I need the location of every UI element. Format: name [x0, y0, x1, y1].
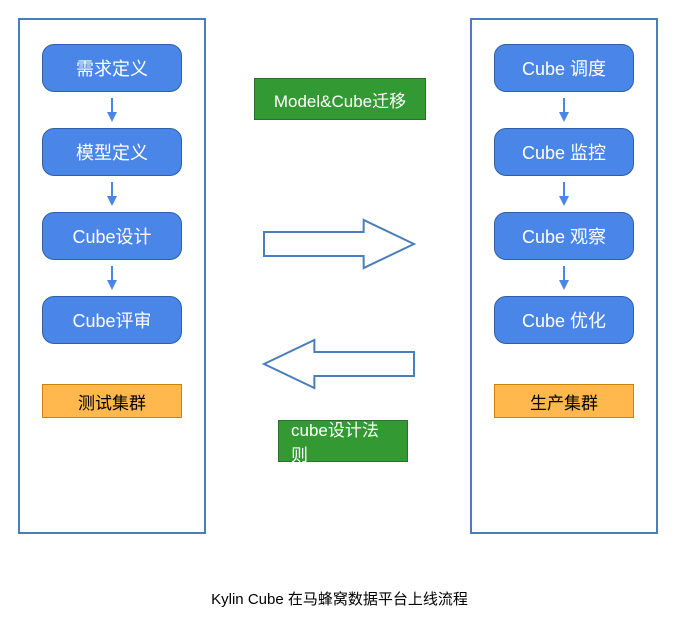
node-cube-schedule: Cube 调度 — [494, 44, 634, 92]
label-prod-cluster: 生产集群 — [494, 384, 634, 418]
down-arrow-icon — [558, 176, 570, 212]
node-cube-optimize: Cube 优化 — [494, 296, 634, 344]
down-arrow-icon — [558, 260, 570, 296]
caption-text: Kylin Cube 在马蜂窝数据平台上线流程 — [0, 588, 679, 609]
down-arrow-icon — [558, 92, 570, 128]
label-test-cluster: 测试集群 — [42, 384, 182, 418]
node-model-def: 模型定义 — [42, 128, 182, 176]
down-arrow-icon — [106, 92, 118, 128]
down-arrow-icon — [106, 176, 118, 212]
down-arrow-icon — [106, 260, 118, 296]
left-cluster-box: 需求定义 模型定义 Cube设计 Cube评审 测试集群 — [18, 18, 206, 534]
arrow-left-icon — [262, 338, 416, 395]
label-cube-design-rules: cube设计法则 — [278, 420, 408, 462]
label-model-cube-migrate: Model&Cube迁移 — [254, 78, 426, 120]
node-cube-observe: Cube 观察 — [494, 212, 634, 260]
arrow-right-icon — [262, 218, 416, 275]
right-cluster-box: Cube 调度 Cube 监控 Cube 观察 Cube 优化 生产集群 — [470, 18, 658, 534]
node-requirement: 需求定义 — [42, 44, 182, 92]
node-cube-review: Cube评审 — [42, 296, 182, 344]
node-cube-monitor: Cube 监控 — [494, 128, 634, 176]
node-cube-design: Cube设计 — [42, 212, 182, 260]
